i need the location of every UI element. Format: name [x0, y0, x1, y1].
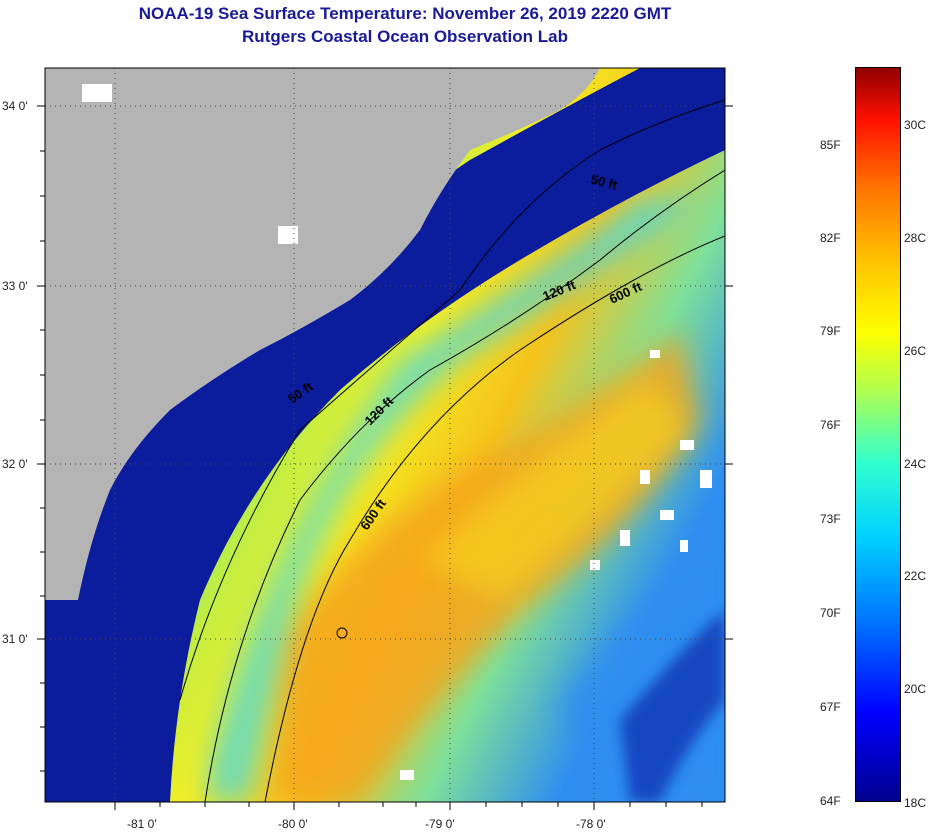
- colorbar-f-label: 64F: [820, 794, 841, 808]
- contour-50ft: [179, 99, 725, 701]
- contour-label: 50 ft: [589, 171, 619, 193]
- cold-eddy: [620, 610, 725, 802]
- lat-tick-label: 31 0': [2, 632, 28, 646]
- colorbar-f-label: 79F: [820, 324, 841, 338]
- colorbar-c-label: 20C: [904, 682, 927, 696]
- lat-tick-label: 33 0': [2, 279, 28, 293]
- lon-tick-label: -79 0': [425, 817, 455, 831]
- colorbar-c-label: 30C: [904, 118, 927, 132]
- colorbar-f-label: 82F: [820, 231, 841, 245]
- colorbar-c-label: 18C: [904, 796, 927, 810]
- lon-tick-label: -80 0': [278, 817, 308, 831]
- map-frame: [44, 67, 726, 803]
- colorbar-c-label: 28C: [904, 231, 927, 245]
- cloud-patches: [82, 84, 712, 780]
- contour-seamount: [336, 627, 348, 639]
- map-subtitle: Rutgers Coastal Ocean Observation Lab: [242, 27, 568, 46]
- colorbar-f-label: 73F: [820, 512, 841, 526]
- colorbar-c-label: 24C: [904, 457, 927, 471]
- shelf-water-band: [205, 200, 700, 802]
- longitude-labels: -81 0' -80 0' -79 0' -78 0': [127, 817, 606, 831]
- lon-tick-label: -81 0': [127, 817, 157, 831]
- latitude-labels: 34 0' 33 0' 32 0' 31 0': [2, 99, 28, 646]
- colorbar-f-label: 67F: [820, 700, 841, 714]
- graticule: [45, 68, 725, 802]
- land-mass: [45, 68, 600, 600]
- lon-tick-label: -78 0': [576, 817, 606, 831]
- contour-120ft: [204, 169, 725, 802]
- depth-contours: [179, 99, 725, 802]
- colorbar-c-label: 26C: [904, 344, 927, 358]
- colorbar-c-label: 22C: [904, 569, 927, 583]
- map-title: NOAA-19 Sea Surface Temperature: Novembe…: [138, 4, 672, 23]
- lat-tick-label: 34 0': [2, 99, 28, 113]
- lat-tick-label: 32 0': [2, 457, 28, 471]
- colorbar-f-label: 85F: [820, 138, 841, 152]
- colorbar-f-label: 70F: [820, 606, 841, 620]
- axis-ticks: [37, 105, 733, 810]
- warm-water-band: [420, 380, 690, 600]
- map-area: 50 ft 50 ft 120 ft 120 ft 600 ft 600 ft: [45, 68, 725, 802]
- temperature-colorbar: [855, 67, 901, 802]
- nearshore-water: [45, 68, 725, 802]
- colorbar-f-label: 76F: [820, 418, 841, 432]
- contour-600ft: [264, 235, 725, 802]
